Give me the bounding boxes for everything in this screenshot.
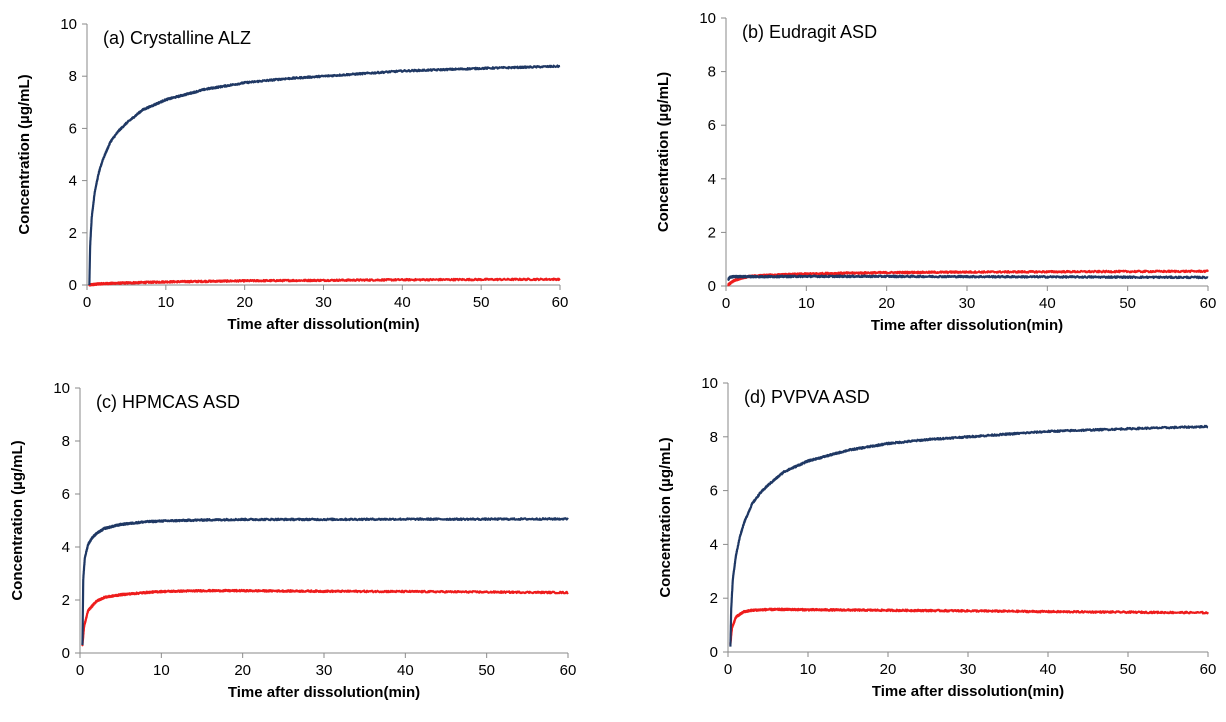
x-tick-label: 60 xyxy=(560,662,577,679)
y-tick-label: 2 xyxy=(710,590,718,607)
x-tick-label: 50 xyxy=(473,294,490,311)
chart-panel-4: 0 2 4 6 8 10 0 10 20 30 40 50 60 Time after dissoluti… xyxy=(657,375,1216,700)
x-tick-label: 40 xyxy=(394,294,411,311)
y-tick-label: 2 xyxy=(708,224,716,241)
panel-label: (a) Crystalline ALZ xyxy=(103,28,251,48)
y-tick-label: 4 xyxy=(69,173,77,190)
x-tick-label: 20 xyxy=(236,294,253,311)
x-tick-label: 30 xyxy=(315,294,332,311)
x-tick-label: 10 xyxy=(800,661,817,678)
x-tick-label: 0 xyxy=(83,294,91,311)
x-axis-title: Time after dissolution(min) xyxy=(227,316,419,333)
y-axis-title: Concentration (µg/mL) xyxy=(657,437,674,597)
y-tick-label: 6 xyxy=(710,483,718,500)
y-tick-label: 4 xyxy=(710,536,718,553)
x-tick-label: 60 xyxy=(1200,295,1217,312)
x-tick-label: 20 xyxy=(234,662,251,679)
chart-panel-1: 0 2 4 6 8 10 0 10 20 30 40 50 60 Time after dissoluti… xyxy=(16,16,568,333)
y-tick-label: 0 xyxy=(69,277,77,294)
y-axis-title: Concentration (µg/mL) xyxy=(16,74,33,234)
y-tick-label: 8 xyxy=(62,433,70,450)
y-tick-label: 8 xyxy=(710,429,718,446)
y-tick-label: 10 xyxy=(53,380,70,397)
x-tick-label: 0 xyxy=(76,662,84,679)
y-tick-label: 6 xyxy=(69,120,77,137)
series-line-blue xyxy=(81,517,569,646)
x-axis-title: Time after dissolution(min) xyxy=(872,683,1064,700)
x-tick-label: 20 xyxy=(880,661,897,678)
y-tick-label: 2 xyxy=(69,225,77,242)
x-tick-label: 60 xyxy=(552,294,569,311)
x-tick-label: 50 xyxy=(478,662,495,679)
y-tick-label: 0 xyxy=(62,645,70,662)
panel-label: (c) HPMCAS ASD xyxy=(96,392,240,412)
y-tick-label: 8 xyxy=(708,64,716,81)
x-axis-title: Time after dissolution(min) xyxy=(871,317,1063,334)
series-line-red xyxy=(88,277,561,287)
x-tick-label: 10 xyxy=(157,294,174,311)
y-tick-label: 0 xyxy=(708,278,716,295)
panel-label: (d) PVPVA ASD xyxy=(744,387,870,407)
x-tick-label: 10 xyxy=(153,662,170,679)
y-tick-label: 4 xyxy=(62,539,70,556)
y-tick-label: 6 xyxy=(708,117,716,134)
x-tick-label: 40 xyxy=(397,662,414,679)
chart-panel-3: 0 2 4 6 8 10 0 10 20 30 40 50 60 Time after dissoluti… xyxy=(9,380,576,701)
x-tick-label: 30 xyxy=(960,661,977,678)
series-line-red xyxy=(81,588,569,647)
series-line-blue xyxy=(729,424,1209,648)
x-tick-label: 40 xyxy=(1039,295,1056,312)
series-line-blue xyxy=(88,64,561,286)
x-tick-label: 40 xyxy=(1040,661,1057,678)
x-tick-label: 50 xyxy=(1120,661,1137,678)
x-tick-label: 30 xyxy=(316,662,333,679)
y-tick-label: 2 xyxy=(62,592,70,609)
x-tick-label: 50 xyxy=(1119,295,1136,312)
chart-panel-2: 0 2 4 6 8 10 0 10 20 30 40 50 60 Time after dissoluti… xyxy=(655,10,1216,334)
y-tick-label: 0 xyxy=(710,644,718,661)
x-tick-label: 60 xyxy=(1200,661,1217,678)
y-tick-label: 10 xyxy=(699,10,716,27)
y-axis-title: Concentration (µg/mL) xyxy=(9,440,26,600)
x-tick-label: 10 xyxy=(798,295,815,312)
y-tick-label: 6 xyxy=(62,486,70,503)
x-axis-title: Time after dissolution(min) xyxy=(228,684,420,701)
y-tick-label: 10 xyxy=(701,375,718,392)
series-line-red xyxy=(729,607,1209,646)
y-tick-label: 10 xyxy=(60,16,77,33)
series-line-blue xyxy=(727,274,1209,281)
x-tick-label: 0 xyxy=(722,295,730,312)
y-axis-title: Concentration (µg/mL) xyxy=(655,72,672,232)
y-tick-label: 4 xyxy=(708,171,716,188)
x-tick-label: 30 xyxy=(959,295,976,312)
x-tick-label: 20 xyxy=(878,295,895,312)
panel-label: (b) Eudragit ASD xyxy=(742,22,877,42)
x-tick-label: 0 xyxy=(724,661,732,678)
y-tick-label: 8 xyxy=(69,68,77,85)
